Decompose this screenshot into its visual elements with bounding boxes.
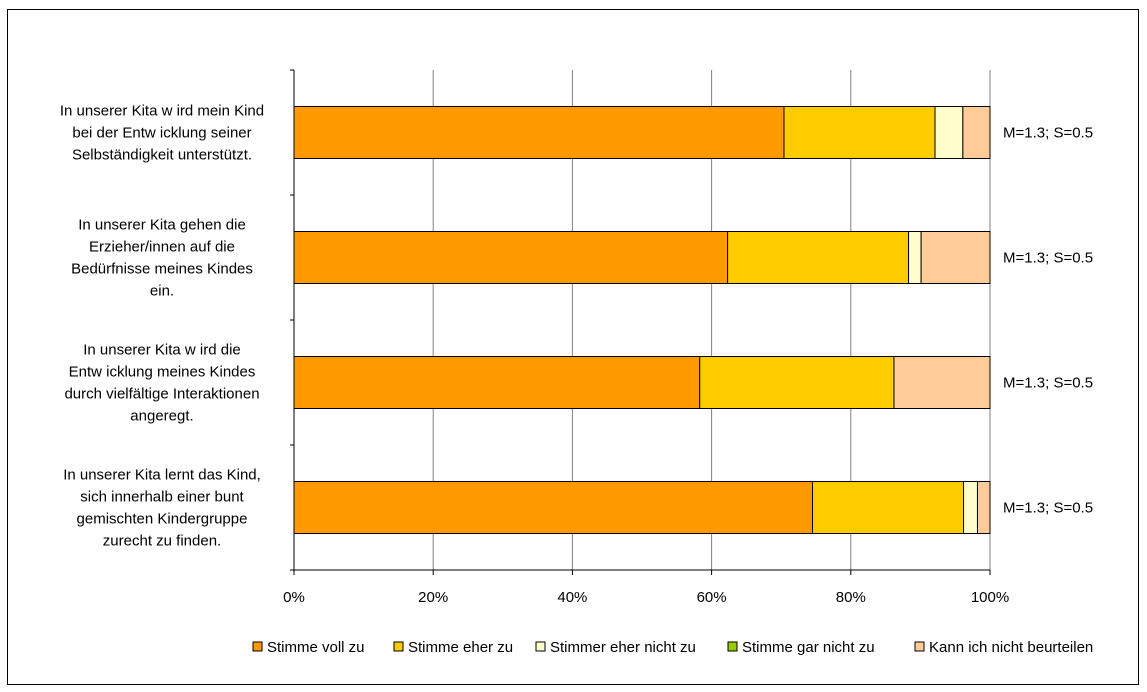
mean-sd-annotation: M=1.3; S=0.5 [1003,125,1093,142]
legend-swatch [393,641,404,652]
bar-segment [963,481,978,534]
x-tick-label: 0% [283,589,305,606]
x-tick-label: 40% [557,589,587,606]
category-label: Erzieher/innen auf die [89,239,235,256]
x-tick-label: 60% [697,589,727,606]
legend-label: Stimmer eher nicht zu [550,639,696,656]
bar-segment [699,356,895,409]
bar-segment [293,481,814,534]
legend-swatch [535,641,546,652]
mean-sd-annotation: M=1.3; S=0.5 [1003,375,1093,392]
category-label: In unserer Kita w ird die [83,342,241,359]
category-label: Entw icklung meines Kindes [69,364,256,381]
category-label: Bedürfnisse meines Kindes [71,261,253,278]
legend-label: Stimme voll zu [267,639,365,656]
mean-sd-annotation: M=1.3; S=0.5 [1003,250,1093,267]
bar-segment [812,481,965,534]
bar-segment [893,356,991,409]
legend-label: Stimme eher zu [408,639,513,656]
bar-segment [920,231,991,284]
category-label: zurecht zu finden. [103,533,221,550]
legend-label: Stimme gar nicht zu [742,639,875,656]
bar-segment [293,356,701,409]
bar-segment [908,231,922,284]
x-tick-label: 100% [971,589,1009,606]
category-label: In unserer Kita lernt das Kind, [63,467,261,484]
mean-sd-annotation: M=1.3; S=0.5 [1003,500,1093,517]
category-label: bei der Entw icklung seiner [72,125,251,142]
bar-segment [976,481,991,534]
bar-segment [293,106,785,159]
category-label: angeregt. [130,408,193,425]
category-label: sich innerhalb einer bunt [80,489,244,506]
legend-swatch [914,641,925,652]
bar-segment [962,106,991,159]
category-label: durch vielfältige Interaktionen [64,386,259,403]
category-label: In unserer Kita gehen die [78,217,246,234]
category-label: Selbständigkeit unterstützt. [72,147,252,164]
category-label: In unserer Kita w ird mein Kind [60,103,264,120]
category-label: ein. [150,283,174,300]
legend-swatch [727,641,738,652]
bar-segment [293,231,729,284]
bar-segment [783,106,936,159]
bar-segment [727,231,910,284]
x-tick-label: 20% [418,589,448,606]
category-label: gemischten Kindergruppe [77,511,248,528]
bar-segment [934,106,964,159]
legend-label: Kann ich nicht beurteilen [929,639,1093,656]
legend-swatch [252,641,263,652]
x-tick-label: 80% [836,589,866,606]
